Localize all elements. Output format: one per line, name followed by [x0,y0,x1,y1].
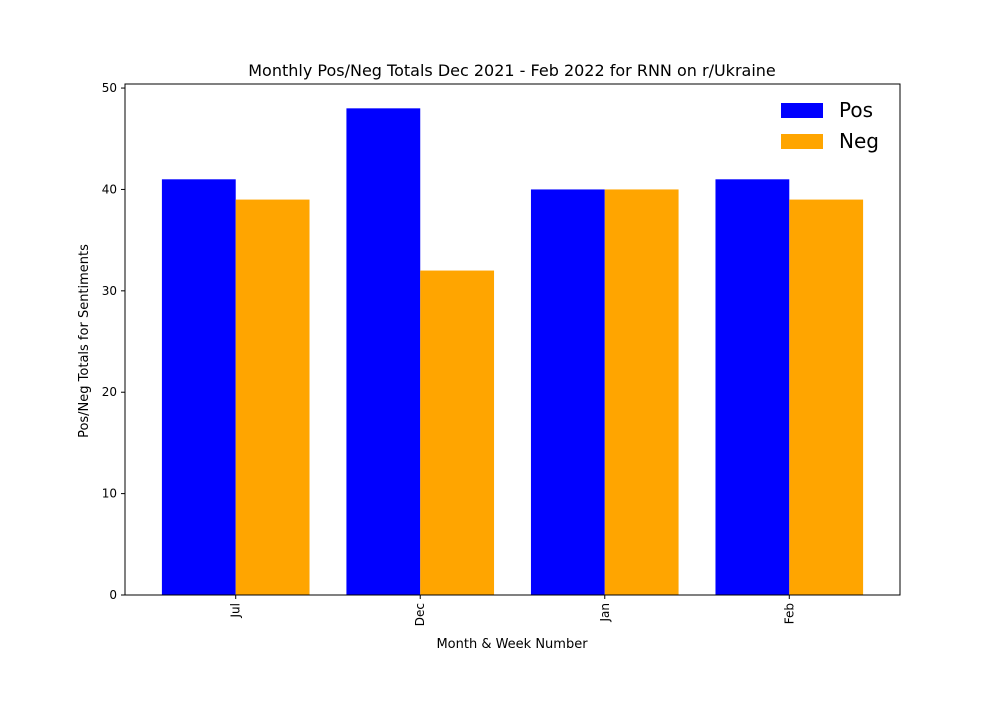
x-tick-label: Feb [782,603,796,624]
y-tick-label: 10 [102,487,117,501]
legend: Pos Neg [781,98,879,153]
bar-pos-jan [530,189,605,595]
bar-neg-jan [604,189,679,595]
legend-label-pos: Pos [839,98,873,122]
x-tick-label: Jul [229,603,243,618]
x-tick-label: Jan [598,603,612,623]
bar-neg-dec [420,270,495,595]
bar-pos-dec [346,108,421,595]
bar-pos-feb [715,179,790,596]
plot-frame [124,83,901,596]
y-tick-label: 40 [102,182,117,196]
bar-neg-jul [235,199,310,596]
y-tick-label: 20 [102,385,117,399]
bar-pos-jul [161,179,236,596]
x-tick-label: Dec [413,603,427,626]
legend-label-neg: Neg [839,129,879,153]
y-tick-label: 0 [109,588,117,602]
plot-area: 0 10 20 30 40 50 Jul Dec Jan Feb [102,81,901,626]
y-axis-label: Pos/Neg Totals for Sentiments [77,244,92,438]
y-tick-label: 50 [102,81,117,95]
y-tick-label: 30 [102,284,117,298]
x-axis-label: Month & Week Number [436,637,588,652]
bar-neg-feb [789,199,864,596]
legend-swatch-pos [781,103,823,118]
chart-title: Monthly Pos/Neg Totals Dec 2021 - Feb 20… [248,61,776,80]
legend-swatch-neg [781,134,823,149]
